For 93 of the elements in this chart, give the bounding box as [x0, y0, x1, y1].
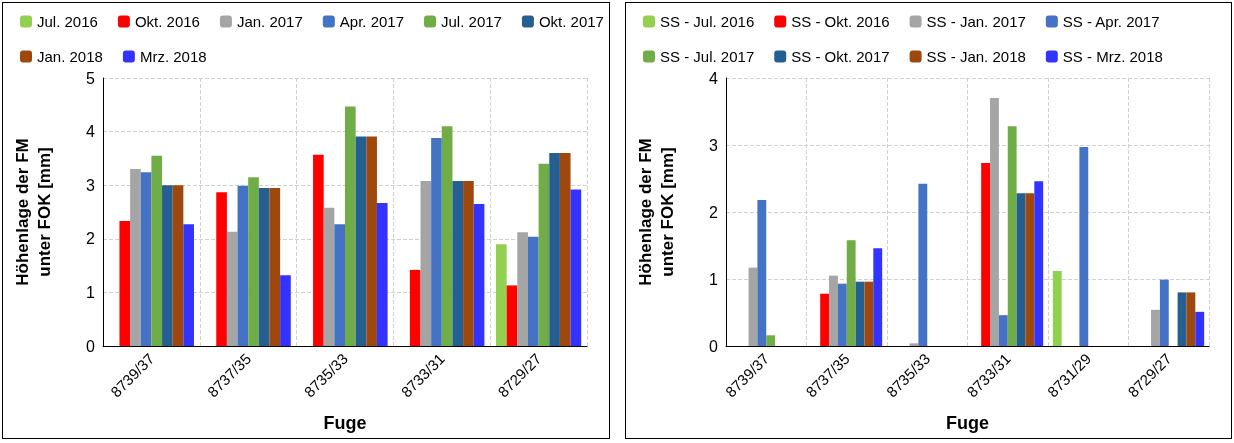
bar — [237, 185, 249, 346]
bar — [151, 155, 163, 346]
legend-label: SS - Mrz. 2018 — [1062, 48, 1163, 65]
bar — [172, 185, 184, 346]
bar — [1079, 147, 1089, 346]
bar — [1195, 311, 1205, 346]
y-tick-label: 3 — [86, 176, 96, 194]
bar — [766, 335, 776, 346]
bar — [538, 163, 550, 346]
bar — [1159, 279, 1169, 346]
bar — [820, 293, 830, 346]
legend-label: Okt. 2016 — [134, 13, 200, 30]
bar — [570, 189, 582, 346]
y-axis-title: Höhenlage der FM unter FOK [mm] — [635, 138, 677, 286]
bar — [549, 153, 560, 346]
bar — [334, 224, 345, 346]
y-tick-label: 4 — [86, 123, 96, 141]
bar — [409, 269, 421, 346]
legend-label: Jan. 2017 — [236, 13, 303, 30]
bar — [258, 187, 270, 346]
bar — [376, 202, 388, 346]
bar — [998, 315, 1008, 346]
bar — [527, 236, 539, 346]
bar — [162, 185, 173, 346]
y-tick-label: 3 — [709, 136, 719, 154]
legend-label: Mrz. 2018 — [139, 48, 207, 65]
x-axis-title: Fuge — [323, 413, 367, 433]
bar — [345, 106, 356, 346]
bar — [918, 183, 928, 346]
bar — [431, 138, 442, 346]
legend-label: Apr. 2017 — [339, 13, 405, 30]
bar — [846, 240, 856, 346]
bar — [1016, 193, 1026, 346]
legend-label: SS - Okt. 2016 — [791, 13, 890, 30]
legend-label: Jan. 2018 — [37, 48, 103, 65]
bar — [140, 172, 152, 346]
bar — [248, 177, 259, 346]
bar — [829, 275, 838, 346]
bar — [473, 203, 485, 346]
bar — [441, 126, 453, 346]
legend-label: Jul. 2016 — [37, 13, 98, 30]
bar — [119, 221, 131, 346]
y-tick-label: 2 — [86, 230, 96, 248]
bar — [1025, 193, 1035, 346]
y-tick-label: 2 — [709, 203, 719, 221]
legend-label: Jul. 2017 — [441, 13, 502, 30]
y-tick-label: 1 — [709, 270, 719, 288]
x-axis-title: Fuge — [946, 413, 989, 433]
legend-label: SS - Jul. 2017 — [660, 48, 755, 65]
bar — [1034, 181, 1044, 346]
bar — [559, 153, 571, 346]
bar — [280, 275, 291, 346]
bar — [366, 136, 377, 346]
bar — [981, 163, 991, 346]
bar — [463, 180, 474, 346]
bar — [420, 180, 432, 346]
bar — [130, 169, 141, 346]
bar — [990, 98, 999, 346]
bar — [748, 267, 758, 346]
legend-label: SS - Jan. 2018 — [926, 48, 1026, 65]
bar — [1186, 292, 1196, 346]
bar — [1151, 309, 1160, 346]
bar — [506, 285, 518, 346]
y-axis-title: Höhenlage der FM unter FOK [mm] — [12, 138, 54, 286]
legend-label: SS - Jul. 2016 — [660, 13, 755, 30]
bar — [313, 154, 324, 346]
bar — [183, 224, 194, 346]
legend-label: SS - Jan. 2017 — [926, 13, 1026, 30]
bar — [1052, 270, 1062, 346]
bar — [269, 187, 281, 346]
bar — [837, 283, 847, 346]
bar — [355, 136, 367, 346]
bar — [864, 281, 874, 346]
y-tick-label: 4 — [709, 69, 719, 87]
bar — [496, 244, 507, 346]
y-tick-label: 5 — [86, 69, 96, 87]
bar — [1007, 126, 1017, 346]
bar — [1177, 292, 1187, 346]
y-tick-label: 0 — [86, 337, 96, 355]
legend-label: SS - Apr. 2017 — [1062, 13, 1160, 30]
y-tick-label: 1 — [86, 283, 96, 301]
legend-label: Okt. 2017 — [538, 13, 604, 30]
bar — [855, 281, 865, 346]
y-tick-label: 0 — [709, 337, 719, 355]
bar — [226, 231, 238, 346]
bar — [323, 207, 335, 346]
bar — [216, 192, 227, 346]
bar — [452, 180, 464, 346]
legend-label: SS - Okt. 2017 — [791, 48, 890, 65]
bar — [517, 232, 528, 346]
bar — [873, 248, 883, 346]
bar — [757, 199, 767, 346]
bar — [909, 343, 919, 346]
